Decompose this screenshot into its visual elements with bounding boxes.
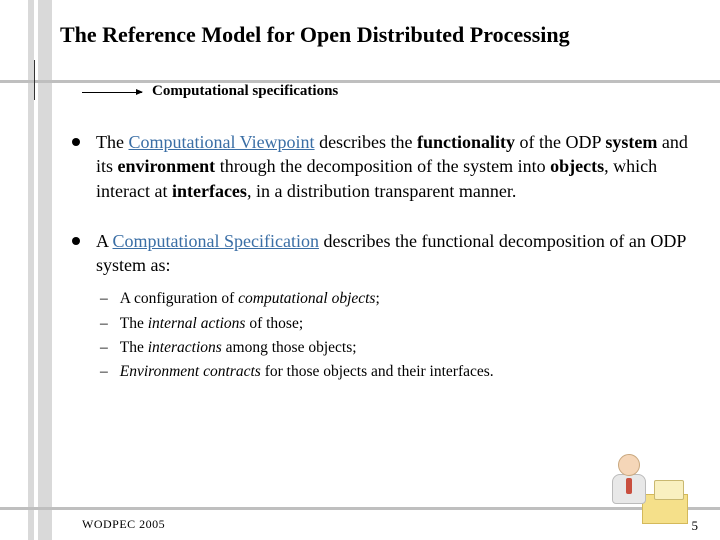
sub-list: –A configuration of computational object… bbox=[100, 287, 692, 383]
bullet-1-text: The Computational Viewpoint describes th… bbox=[96, 130, 692, 203]
divider-top bbox=[0, 80, 720, 83]
decorative-tick bbox=[34, 60, 35, 100]
slide-title: The Reference Model for Open Distributed… bbox=[60, 22, 700, 48]
bullet-2: A Computational Specification describes … bbox=[72, 229, 692, 384]
dash-icon: – bbox=[100, 336, 108, 360]
list-item: –The interactions among those objects; bbox=[100, 336, 692, 360]
term-link: Computational Viewpoint bbox=[128, 132, 314, 152]
person-at-computer-icon bbox=[592, 454, 672, 524]
term-link: Computational Specification bbox=[113, 231, 319, 251]
bullet-1: The Computational Viewpoint describes th… bbox=[72, 130, 692, 203]
slide-subtitle: Computational specifications bbox=[152, 83, 338, 100]
list-item: –The internal actions of those; bbox=[100, 312, 692, 336]
bullet-2-text: A Computational Specification describes … bbox=[96, 229, 692, 384]
list-item: –A configuration of computational object… bbox=[100, 287, 692, 311]
bullet-icon bbox=[72, 237, 80, 245]
bullet-icon bbox=[72, 138, 80, 146]
dash-icon: – bbox=[100, 312, 108, 336]
arrow-icon bbox=[82, 92, 142, 93]
dash-icon: – bbox=[100, 360, 108, 384]
list-item: –Environment contracts for those objects… bbox=[100, 360, 692, 384]
page-number: 5 bbox=[692, 518, 699, 534]
slide-body: The Computational Viewpoint describes th… bbox=[72, 130, 692, 410]
footer-label: WODPEC 2005 bbox=[82, 517, 165, 532]
dash-icon: – bbox=[100, 287, 108, 311]
